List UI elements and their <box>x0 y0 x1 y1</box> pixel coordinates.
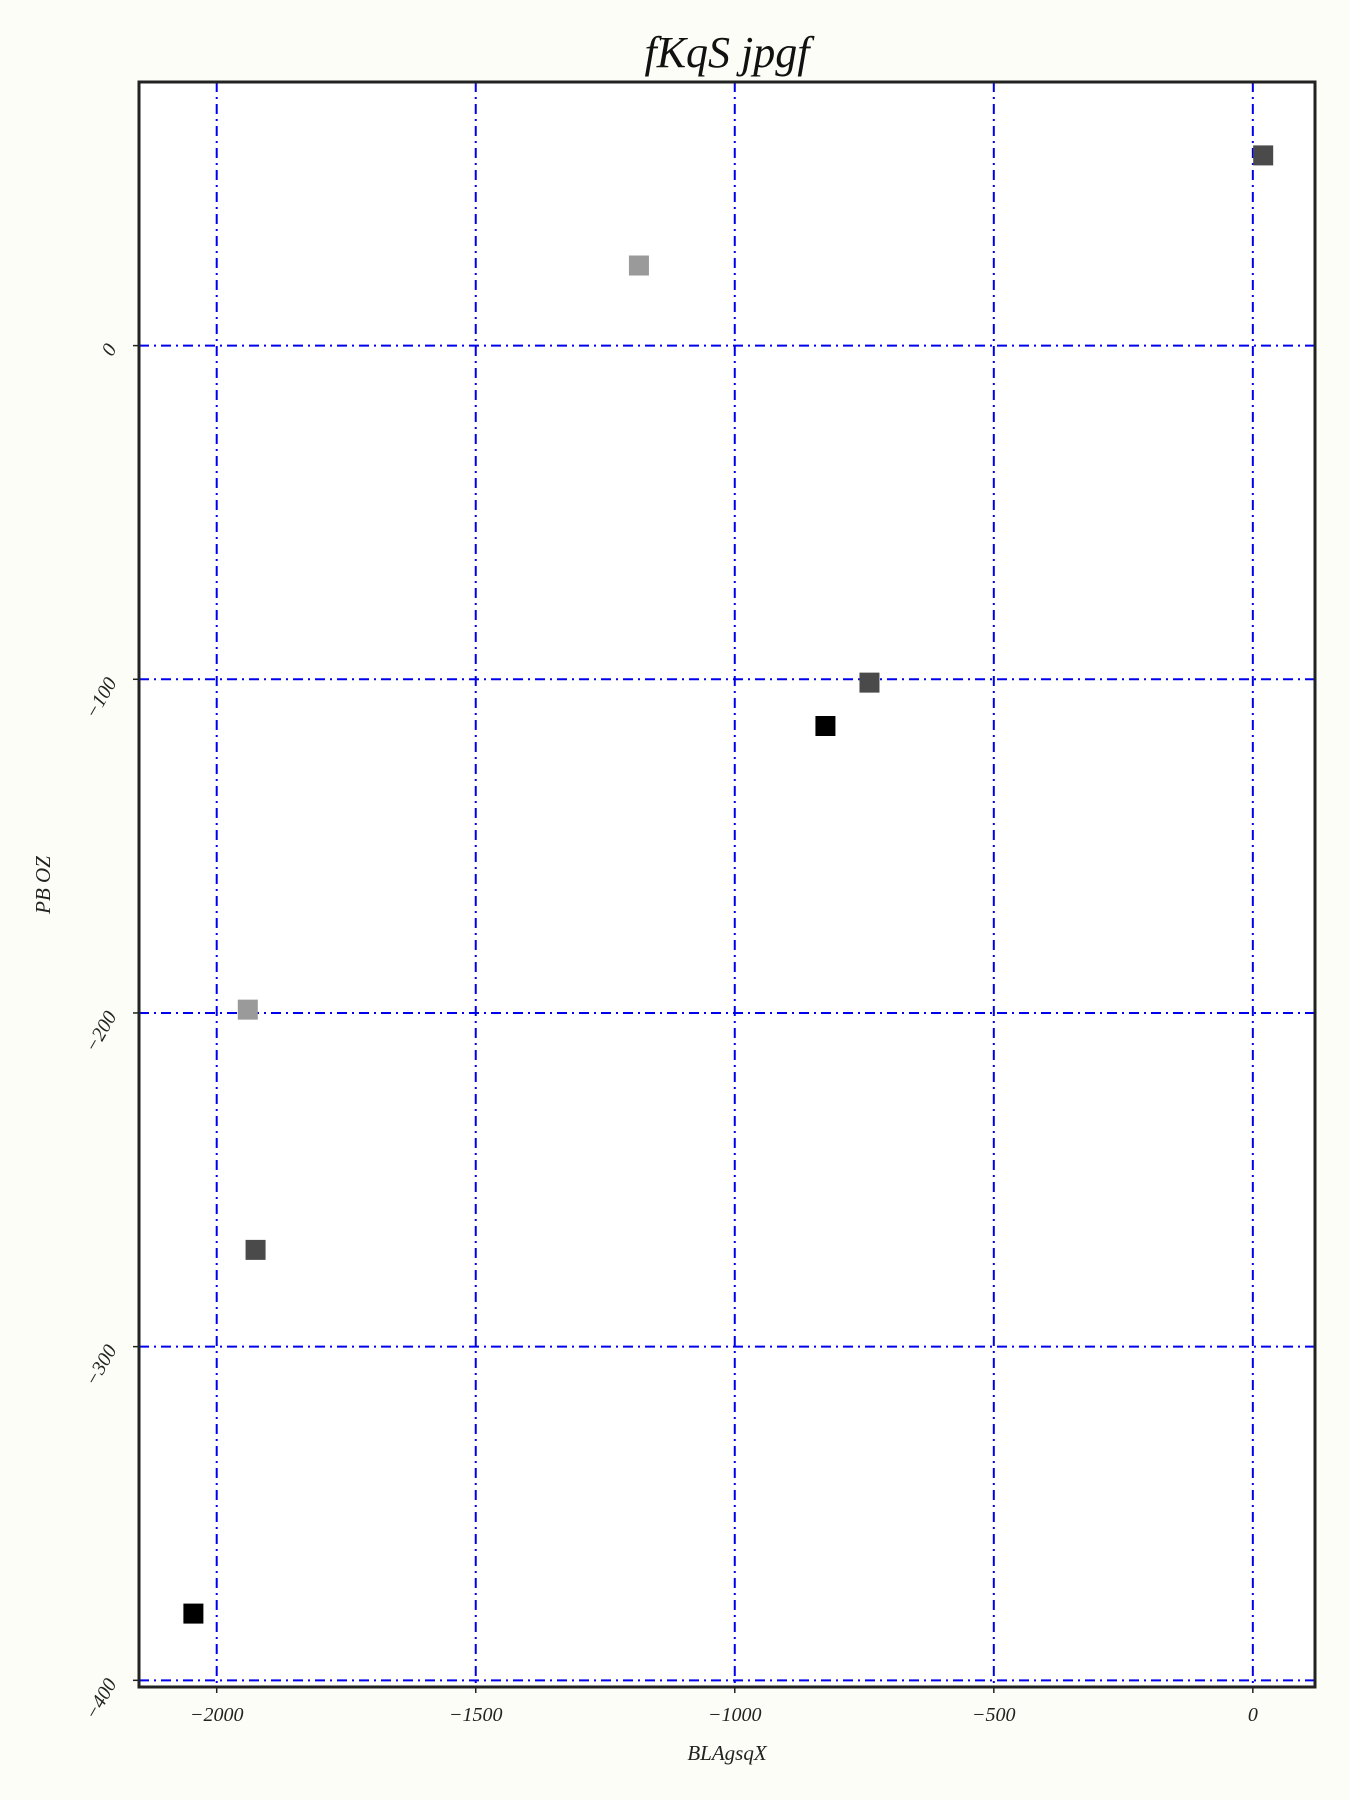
scatter-point <box>245 1239 266 1260</box>
y-tick-label: −200 <box>81 1007 122 1056</box>
plot-area <box>139 82 1315 1687</box>
x-tick-label: −2000 <box>190 1704 244 1726</box>
data-points <box>183 145 1274 1624</box>
y-tick-label: −100 <box>81 674 122 723</box>
scatter-point <box>1253 145 1274 166</box>
x-axis-label: BLAgsqX <box>687 1741 768 1765</box>
x-tick-label: −1000 <box>708 1704 762 1726</box>
x-tick-label: 0 <box>1248 1704 1258 1726</box>
scatter-point <box>815 716 836 737</box>
y-tick-label: −400 <box>81 1675 122 1724</box>
scatter-point <box>183 1603 204 1624</box>
scatter-point <box>237 999 258 1020</box>
chart-title: fKqS jpgf <box>644 28 815 77</box>
x-axis-ticks: −2000 −1500 −1000 −500 0 <box>190 1687 1258 1726</box>
scatter-point <box>628 255 649 276</box>
y-axis-ticks: 0 −100 −200 −300 −400 <box>81 340 139 1723</box>
y-axis-label: PB OZ <box>31 856 55 915</box>
x-tick-label: −1500 <box>449 1704 503 1726</box>
x-tick-label: −500 <box>972 1704 1016 1726</box>
grid-lines <box>139 82 1315 1687</box>
scatter-point <box>859 672 880 693</box>
y-tick-label: −300 <box>81 1341 122 1390</box>
y-tick-label: 0 <box>97 340 121 360</box>
plot-frame <box>137 80 1317 1689</box>
